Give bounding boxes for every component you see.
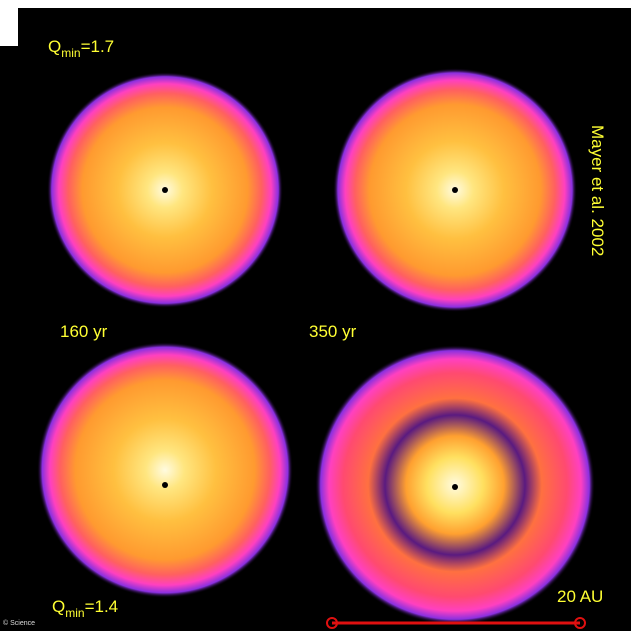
citation: Mayer et al. 2002	[588, 125, 607, 256]
scale-label: 20 AU	[557, 587, 603, 606]
time-label: 160 yr	[60, 322, 108, 341]
background	[0, 46, 18, 631]
disk-image	[37, 342, 293, 598]
center-dot	[452, 484, 458, 490]
figure: Qmin=1.7 160 yr 350 yr Qmin=1.4 20 AU Ma…	[0, 0, 631, 631]
page: {"labels": { "q_top": {"symbol": "Q", "s…	[0, 0, 631, 631]
center-dot	[162, 482, 168, 488]
time-label: 350 yr	[309, 322, 357, 341]
center-dot	[162, 187, 168, 193]
copyright: © Science	[3, 619, 35, 627]
center-dot	[452, 187, 458, 193]
